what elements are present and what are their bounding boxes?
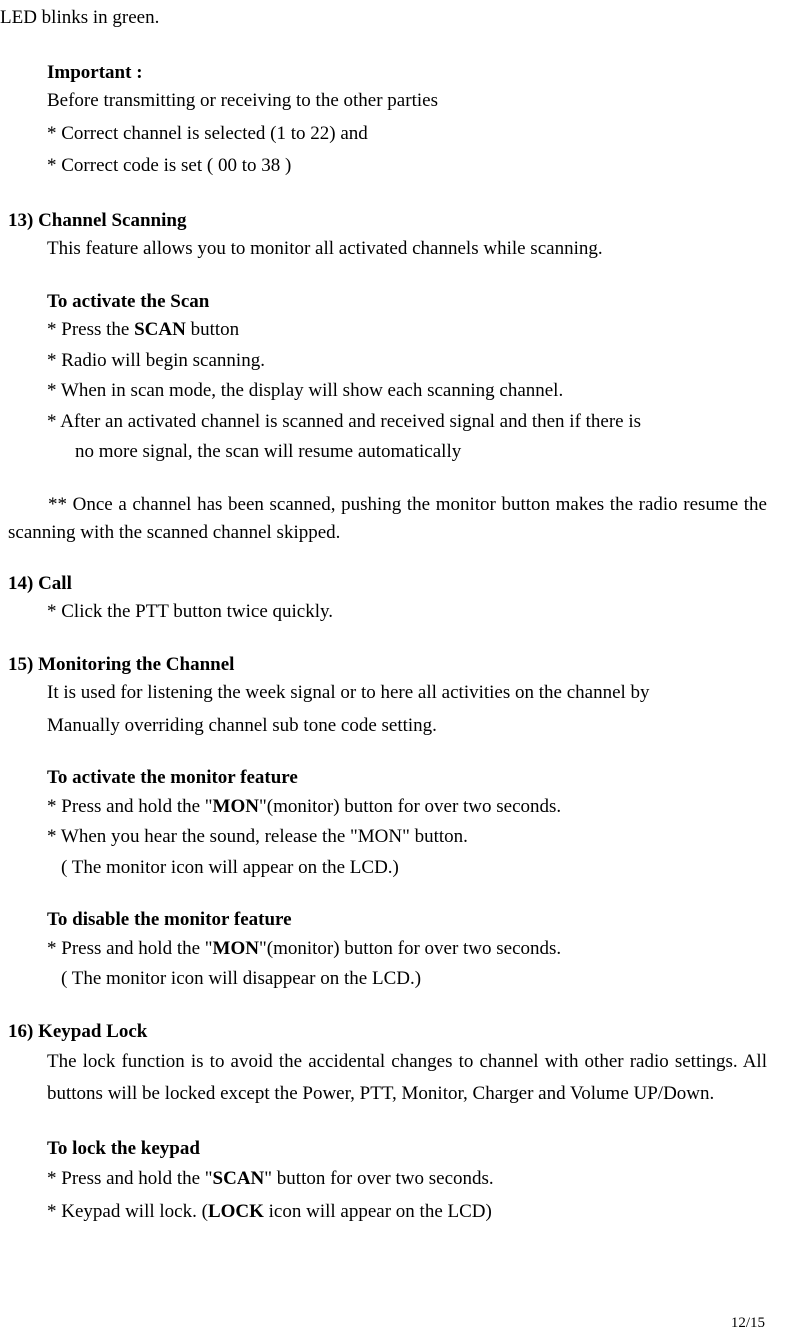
s15-disable-label: To disable the monitor feature [47,906,767,935]
s13-note-wrap: ** Once a channel has been scanned, push… [8,491,767,548]
s15-a3: ( The monitor icon will appear on the LC… [61,854,767,883]
important-bullet-1: * Correct channel is selected (1 to 22) … [47,120,767,149]
s15-a1-pre: * Press and hold the " [47,796,213,817]
s16-l2-bold: LOCK [208,1201,264,1222]
important-bullet-2: * Correct code is set ( 00 to 38 ) [47,152,767,181]
page-number: 12/15 [731,1312,765,1335]
top-line: LED blinks in green. [0,4,767,33]
s13-a4: * After an activated channel is scanned … [47,408,767,437]
s16-intro: The lock function is to avoid the accide… [47,1046,767,1111]
s13-a1-post: button [186,319,239,340]
s13-a2: * Radio will begin scanning. [47,347,767,376]
s15-a2: * When you hear the sound, release the "… [47,823,767,852]
s15-a1-post: "(monitor) button for over two seconds. [259,796,561,817]
s13-a4b: no more signal, the scan will resume aut… [75,438,767,467]
s15-d1-bold: MON [213,938,259,959]
s16-l2-pre: * Keypad will lock. ( [47,1201,208,1222]
s15-a1-bold: MON [213,796,259,817]
s13-activate-label: To activate the Scan [47,288,767,317]
s15-d1: * Press and hold the "MON"(monitor) butt… [47,935,767,964]
s15-d1-post: "(monitor) button for over two seconds. [259,938,561,959]
s15-intro1: It is used for listening the week signal… [47,679,767,708]
important-label: Important : [47,59,767,88]
s15-activate-label: To activate the monitor feature [47,764,767,793]
section-14-heading: 14) Call [8,570,72,599]
s13-a3: * When in scan mode, the display will sh… [47,377,767,406]
s13-a1: * Press the SCAN button [47,316,767,345]
s15-intro2: Manually overriding channel sub tone cod… [47,712,767,741]
s13-intro: This feature allows you to monitor all a… [47,235,767,264]
s13-a1-bold: SCAN [134,319,186,340]
section-13-heading: 13) Channel Scanning [8,207,186,236]
s16-l1-bold: SCAN [213,1168,265,1189]
section-15-heading: 15) Monitoring the Channel [8,651,234,680]
s16-l1: * Press and hold the "SCAN" button for o… [47,1165,767,1194]
s13-a1-pre: * Press the [47,319,134,340]
s15-d1-pre: * Press and hold the " [47,938,213,959]
s16-lock-label: To lock the keypad [47,1135,767,1164]
s15-a1: * Press and hold the "MON"(monitor) butt… [47,793,767,822]
s15-d2: ( The monitor icon will disappear on the… [61,965,767,994]
section-16-heading: 16) Keypad Lock [8,1018,147,1047]
important-before: Before transmitting or receiving to the … [47,87,767,116]
s16-l2-post: icon will appear on the LCD) [264,1201,492,1222]
s13-note: ** Once a channel has been scanned, push… [8,494,767,544]
s16-l1-post: " button for over two seconds. [264,1168,493,1189]
s16-l1-pre: * Press and hold the " [47,1168,213,1189]
s14-b1: * Click the PTT button twice quickly. [47,598,767,627]
s16-l2: * Keypad will lock. (LOCK icon will appe… [47,1198,767,1227]
